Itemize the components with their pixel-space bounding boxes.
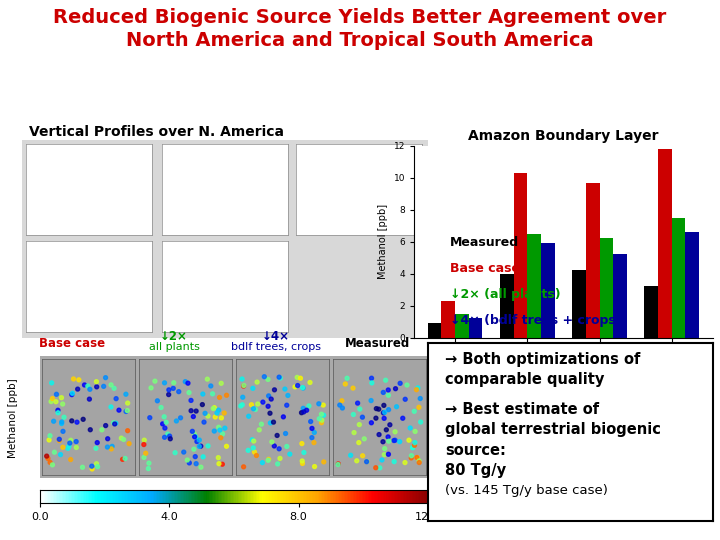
Bar bbox=[541, 243, 554, 338]
Text: bdlf trees, crops: bdlf trees, crops bbox=[231, 342, 321, 352]
Text: Measured: Measured bbox=[450, 237, 519, 249]
Bar bbox=[527, 234, 541, 338]
Text: ↓2×: ↓2× bbox=[161, 330, 188, 343]
Text: Reduced Biogenic Source Yields Better Agreement over
North America and Tropical : Reduced Biogenic Source Yields Better Ag… bbox=[53, 8, 667, 50]
Bar bbox=[658, 149, 672, 338]
Text: Vertical Profiles over N. America: Vertical Profiles over N. America bbox=[29, 125, 284, 139]
Bar bbox=[455, 314, 469, 338]
Text: ↓4× (bdlf trees + crops): ↓4× (bdlf trees + crops) bbox=[450, 314, 621, 327]
Bar bbox=[513, 173, 527, 338]
Text: comparable quality: comparable quality bbox=[446, 372, 605, 387]
Bar bbox=[613, 254, 627, 338]
Title: Amazon Boundary Layer: Amazon Boundary Layer bbox=[468, 129, 659, 143]
Text: → Both optimizations of: → Both optimizations of bbox=[446, 352, 641, 367]
Text: ↓2× (all plants): ↓2× (all plants) bbox=[450, 288, 561, 301]
Y-axis label: Methanol [ppb]: Methanol [ppb] bbox=[378, 204, 388, 279]
Bar bbox=[600, 239, 613, 338]
Text: Methanol [ppb]: Methanol [ppb] bbox=[8, 379, 18, 458]
Bar bbox=[572, 271, 586, 338]
Bar bbox=[441, 301, 455, 338]
Text: source:: source: bbox=[446, 443, 506, 458]
Bar bbox=[685, 232, 699, 338]
Bar bbox=[500, 274, 513, 338]
Text: global terrestrial biogenic: global terrestrial biogenic bbox=[446, 422, 662, 437]
Text: all plants: all plants bbox=[149, 342, 199, 352]
Bar bbox=[672, 218, 685, 338]
Text: ↓4×: ↓4× bbox=[262, 330, 290, 343]
Bar bbox=[644, 286, 658, 338]
Text: (vs. 145 Tg/y base case): (vs. 145 Tg/y base case) bbox=[446, 484, 608, 497]
Text: 80 Tg/y: 80 Tg/y bbox=[446, 463, 507, 478]
Text: Base case: Base case bbox=[40, 337, 106, 350]
Text: Base case: Base case bbox=[450, 262, 520, 275]
Bar bbox=[428, 323, 441, 338]
Bar bbox=[469, 319, 482, 338]
Text: Measured: Measured bbox=[345, 337, 410, 350]
Text: → Best estimate of: → Best estimate of bbox=[446, 402, 600, 417]
Bar bbox=[586, 183, 600, 338]
